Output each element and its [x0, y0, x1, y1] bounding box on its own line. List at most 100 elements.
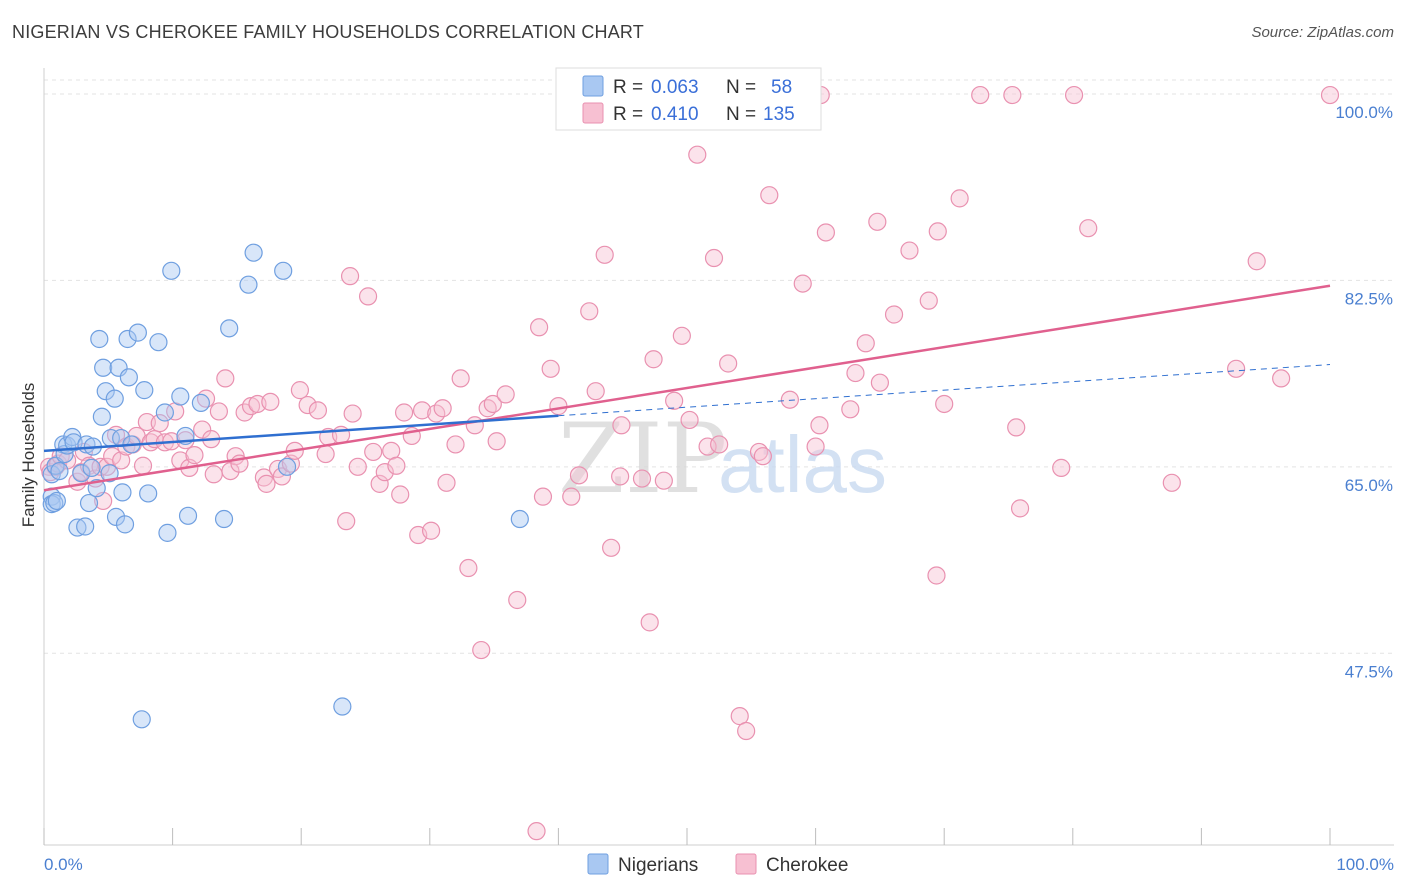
nigerians-point	[220, 319, 239, 338]
cherokee-point	[1272, 369, 1291, 388]
nigerians-point	[155, 403, 174, 422]
legend-n-label-cherokee: N =	[726, 104, 756, 125]
x-tick-label-min: 0.0%	[44, 855, 83, 874]
cherokee-point	[586, 382, 605, 401]
cherokee-point	[971, 85, 990, 105]
nigerians-point	[244, 243, 263, 262]
cherokee-point	[846, 363, 865, 383]
nigerians-point	[76, 517, 95, 536]
cherokee-point	[465, 416, 484, 435]
nigerians-point	[113, 483, 132, 502]
legend-swatch-nigerians	[582, 75, 604, 97]
y-tick-label: 82.5%	[1345, 289, 1393, 308]
cherokee-point	[870, 373, 890, 392]
legend-swatch-cherokee	[582, 102, 604, 124]
cherokee-point	[150, 414, 169, 433]
nigerians-points	[42, 243, 529, 729]
nigerians-trend-line	[43, 414, 559, 453]
y-tick-label: 65.0%	[1345, 476, 1393, 495]
cherokee-point	[672, 326, 691, 345]
series-legend: Nigerians Cherokee	[587, 853, 848, 876]
cherokee-point	[595, 245, 614, 264]
cherokee-point	[364, 442, 383, 462]
cherokee-point	[387, 456, 406, 475]
cherokee-point	[950, 189, 969, 208]
nigerians-point	[277, 457, 297, 476]
cherokee-point	[451, 369, 470, 388]
cherokee-point	[698, 437, 717, 456]
cherokee-point	[935, 394, 954, 414]
cherokee-point	[375, 463, 394, 482]
watermark-atlas: atlas	[718, 420, 887, 509]
cherokee-point	[644, 350, 663, 369]
cherokee-point	[112, 451, 131, 470]
legend-n-value-cherokee: 135	[763, 104, 795, 125]
cherokee-point	[640, 613, 659, 632]
cherokee-point	[665, 391, 684, 410]
cherokee-point	[370, 474, 389, 493]
cherokee-point	[927, 566, 946, 585]
cherokee-point	[1227, 359, 1246, 378]
cherokee-point	[391, 485, 410, 504]
cherokee-point	[437, 473, 456, 492]
nigerians-point	[274, 261, 293, 280]
cherokee-point	[816, 223, 835, 242]
legend-r-value-cherokee: 0.410	[651, 104, 699, 125]
cherokee-point	[421, 521, 441, 540]
cherokee-point	[257, 474, 276, 493]
cherokee-point	[527, 822, 546, 841]
cherokee-point	[308, 401, 328, 420]
nigerians-point	[239, 275, 258, 294]
cherokee-trend-line	[43, 284, 1331, 492]
cherokee-point	[688, 145, 707, 164]
cherokee-point	[549, 397, 568, 416]
cherokee-point	[856, 334, 875, 353]
axes	[43, 68, 1394, 846]
nigerians-point	[171, 387, 190, 406]
nigerians-point	[50, 461, 69, 481]
cherokee-point	[612, 416, 631, 435]
cherokee-point	[632, 469, 652, 488]
cherokee-point	[446, 435, 465, 454]
x-ticks	[43, 828, 1331, 845]
nigerians-point	[333, 697, 352, 716]
x-tick-label-max: 100.0%	[1336, 855, 1394, 874]
cherokee-point	[412, 401, 432, 420]
cherokee-point	[1064, 85, 1084, 105]
grid-lines	[44, 79, 1394, 654]
cherokee-point	[1052, 458, 1071, 477]
nigerians-point	[100, 464, 119, 483]
legend-n-label-nigerians: N =	[726, 77, 756, 98]
cherokee-point	[562, 487, 581, 506]
cherokee-point	[760, 186, 779, 205]
nigerians-point	[119, 368, 138, 387]
cherokee-point	[611, 467, 630, 486]
nigerians-point	[105, 389, 124, 408]
nigerians-point	[47, 491, 66, 511]
cherokee-point	[580, 302, 599, 321]
cherokee-point	[185, 446, 204, 465]
legend-n-value-nigerians: 58	[771, 77, 792, 98]
cherokee-point	[106, 425, 126, 444]
cherokee-point	[1010, 499, 1030, 518]
nigerians-point	[118, 329, 137, 349]
nigerians-point	[162, 261, 181, 280]
nigerians-point	[139, 484, 158, 503]
cherokee-point	[704, 248, 724, 268]
cherokee-point	[530, 318, 549, 337]
cherokee-point	[483, 394, 502, 414]
cherokee-point	[343, 404, 362, 423]
cherokee-point	[753, 447, 772, 466]
cherokee-point	[680, 410, 699, 430]
legend-r-value-nigerians: 0.063	[651, 77, 699, 98]
cherokee-point	[394, 403, 414, 422]
y-tick-labels: 47.5% 65.0% 82.5% 100.0%	[1335, 103, 1393, 681]
cherokee-point	[533, 487, 553, 506]
cherokee-point	[654, 471, 673, 490]
series-legend-label-nigerians: Nigerians	[618, 855, 698, 876]
cherokee-point	[719, 354, 738, 373]
cherokee-point	[272, 467, 292, 486]
cherokee-point	[868, 212, 887, 231]
cherokee-point	[433, 399, 452, 418]
